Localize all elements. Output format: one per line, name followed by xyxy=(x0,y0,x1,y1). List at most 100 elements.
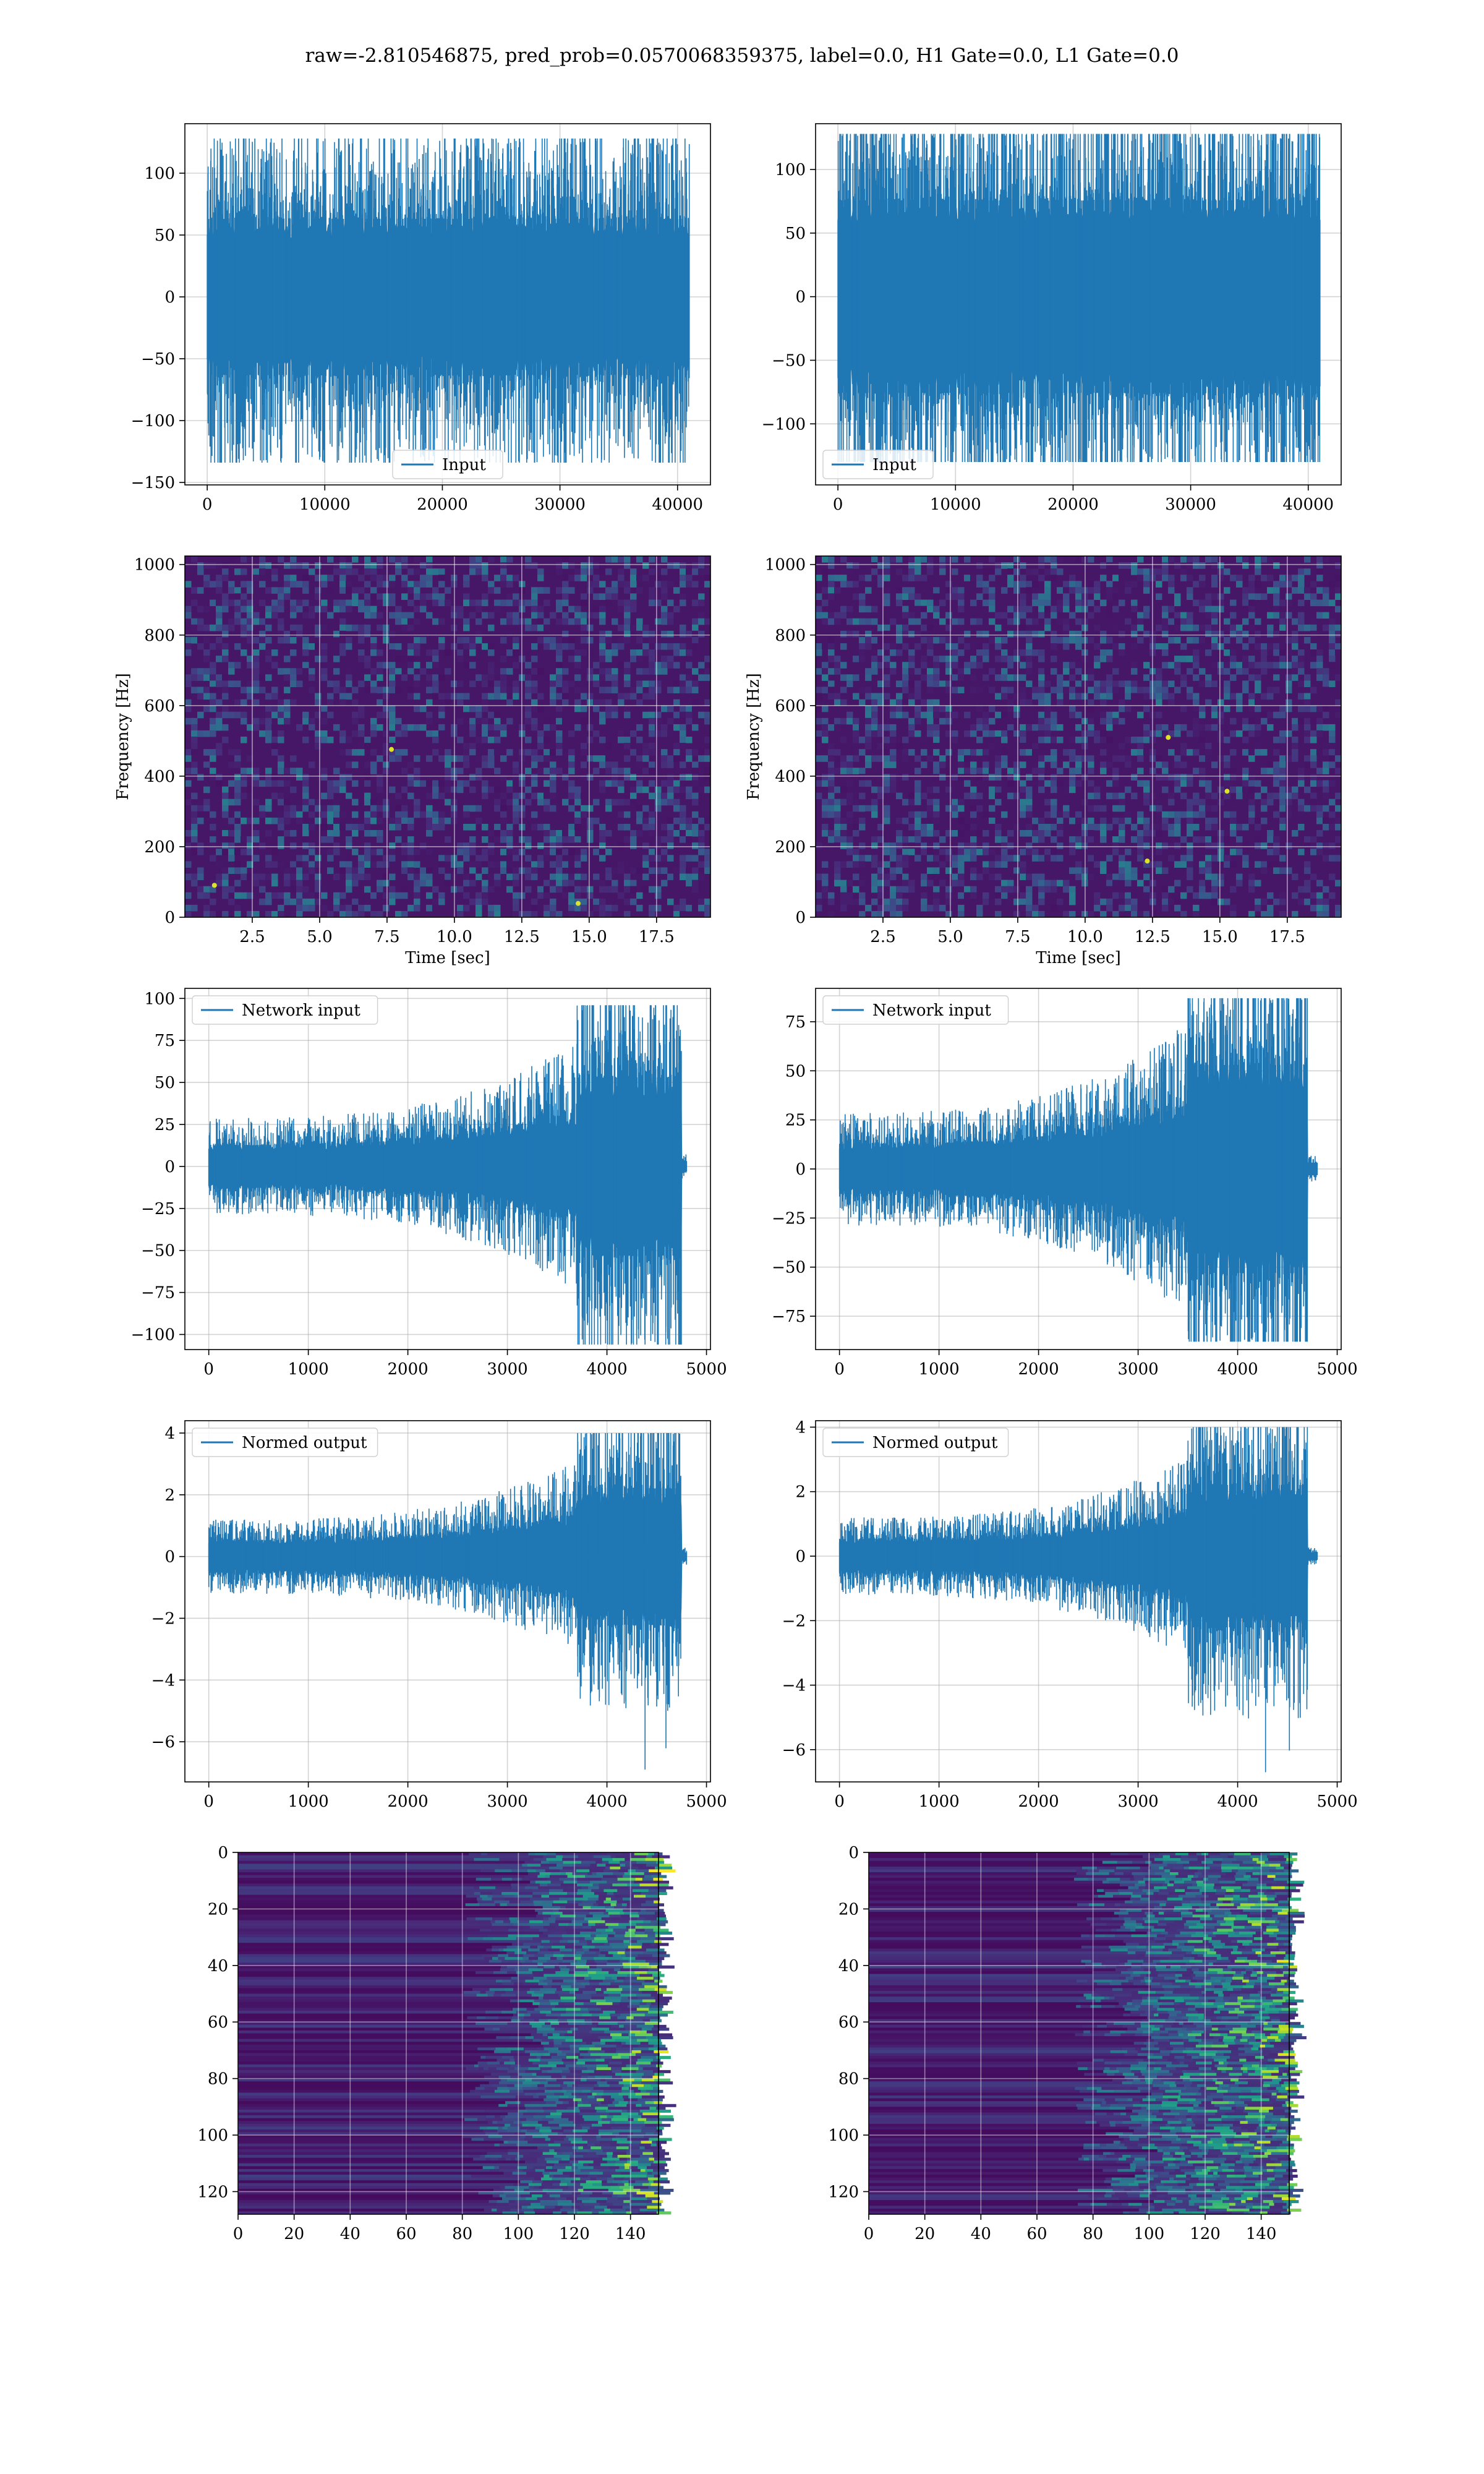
spectrogram-cell xyxy=(605,761,612,768)
spectrogram-cell xyxy=(927,786,934,794)
spectrogram-cell xyxy=(593,842,600,849)
spectrogram-cell xyxy=(853,749,859,756)
spectrogram-cell xyxy=(1057,724,1064,731)
spectrogram-cell xyxy=(834,693,841,700)
spectrogram-cell xyxy=(1279,656,1286,662)
spectrogram-cell xyxy=(822,737,829,743)
spectrogram-cell xyxy=(321,674,328,681)
spectrogram-cell xyxy=(698,612,705,619)
spectrogram-cell xyxy=(241,774,247,781)
spectrogram-cell xyxy=(1187,873,1193,881)
spectrogram-cell xyxy=(840,904,847,912)
x-tick-label: 40000 xyxy=(652,495,703,514)
spectrogram-cell xyxy=(395,656,402,662)
spectrogram-cell xyxy=(1323,556,1329,563)
spectrogram-hotspot xyxy=(1166,735,1171,740)
spectrogram-cell xyxy=(896,867,903,874)
spectrogram-cell xyxy=(241,630,247,638)
spectrogram-cell xyxy=(1007,699,1014,706)
spectrogram-cell xyxy=(550,687,556,693)
spectrogram-cell xyxy=(1156,581,1162,588)
spectrogram-cell xyxy=(964,774,971,781)
spectrogram-cell xyxy=(278,836,284,843)
spectrogram-cell xyxy=(346,599,352,607)
spectrogram-cell xyxy=(865,630,872,638)
spectrogram-cell xyxy=(1180,556,1187,563)
spectrogram-cell xyxy=(630,898,637,905)
spectrogram-cell xyxy=(1267,798,1274,806)
spectrogram-cell xyxy=(482,786,488,794)
spectrogram-cell xyxy=(401,612,408,619)
spectrogram-cell xyxy=(339,568,346,575)
spectrogram-cell xyxy=(327,624,334,631)
spectrogram-cell xyxy=(846,880,853,887)
spectrogram-cell xyxy=(995,674,1002,681)
spectrogram-cell xyxy=(1038,836,1045,843)
spectrogram-cell xyxy=(401,581,408,588)
spectrogram-cell xyxy=(1168,693,1175,700)
spectrogram-cell xyxy=(902,774,909,781)
spectrogram-cell xyxy=(556,618,563,625)
spectrogram-cell xyxy=(1174,562,1181,569)
spectrogram-cells xyxy=(185,556,711,918)
spectrogram-cell xyxy=(1255,556,1261,563)
spectrogram-cell xyxy=(1292,792,1298,800)
spectrogram-cell xyxy=(1001,749,1008,756)
spectrogram-cell xyxy=(1267,556,1274,563)
spectrogram-cell xyxy=(1001,674,1008,681)
spectrogram-cell xyxy=(290,867,297,874)
spectrogram-cell xyxy=(1298,705,1305,713)
spectrogram-cell xyxy=(358,824,365,831)
spectrogram-cell xyxy=(1273,867,1280,874)
spectrogram-cell xyxy=(1193,798,1200,806)
spectrogram-cell xyxy=(1100,737,1107,743)
spectrogram-cell xyxy=(673,662,680,669)
spectrogram-cell xyxy=(407,612,414,619)
spectrogram-cell xyxy=(871,873,878,881)
spectrogram-cell xyxy=(995,768,1002,774)
spectrogram-cell xyxy=(383,904,390,912)
spectrogram-cell xyxy=(704,568,711,575)
spectrogram-cell xyxy=(1007,768,1014,774)
spectrogram-cell xyxy=(1304,898,1311,905)
spectrogram-cell xyxy=(1143,737,1150,743)
spectrogram-cell xyxy=(1267,836,1274,843)
spectrogram-cell xyxy=(853,798,859,806)
spectrogram-cell xyxy=(401,867,408,874)
spectrogram-cell xyxy=(191,792,198,800)
spectrogram-cell xyxy=(222,836,229,843)
spectrogram-cell xyxy=(234,798,241,806)
spectrogram-cell xyxy=(704,699,711,706)
spectrogram-cell xyxy=(445,599,451,607)
spectrogram-cell xyxy=(581,612,587,619)
spectrogram-cell xyxy=(630,867,637,874)
spectrogram-cell xyxy=(1143,786,1150,794)
spectrogram-cell xyxy=(556,880,563,887)
spectrogram-cell xyxy=(673,556,680,563)
spectrogram-cell xyxy=(1075,768,1082,774)
spectrogram-cell xyxy=(469,636,476,644)
spectrogram-cell xyxy=(1199,724,1206,731)
spectrogram-cell xyxy=(902,705,909,713)
spectrogram-cell xyxy=(1242,780,1249,787)
spectrogram-cell xyxy=(321,730,328,737)
spectrogram-cell xyxy=(933,724,940,731)
spectrogram-cell xyxy=(1051,755,1057,762)
spectrogram-cell xyxy=(556,643,563,650)
spectrogram-cell xyxy=(1187,562,1193,569)
spectrogram-cell xyxy=(1329,581,1336,588)
spectrogram-cell xyxy=(302,636,309,644)
spectrogram-cell xyxy=(383,575,390,581)
spectrogram-cell xyxy=(1088,581,1094,588)
spectrogram-cell xyxy=(1013,587,1020,594)
spectrogram-cell xyxy=(1137,556,1144,563)
spectrogram-cell xyxy=(475,768,482,774)
spectrogram-cell xyxy=(284,880,291,887)
spectrogram-cell xyxy=(853,805,859,812)
spectrogram-cell xyxy=(537,861,544,868)
spectrogram-cell xyxy=(915,556,921,563)
spectrogram-cell xyxy=(1286,730,1292,737)
spectrogram-cell xyxy=(1286,636,1292,644)
spectrogram-cell xyxy=(568,910,575,918)
